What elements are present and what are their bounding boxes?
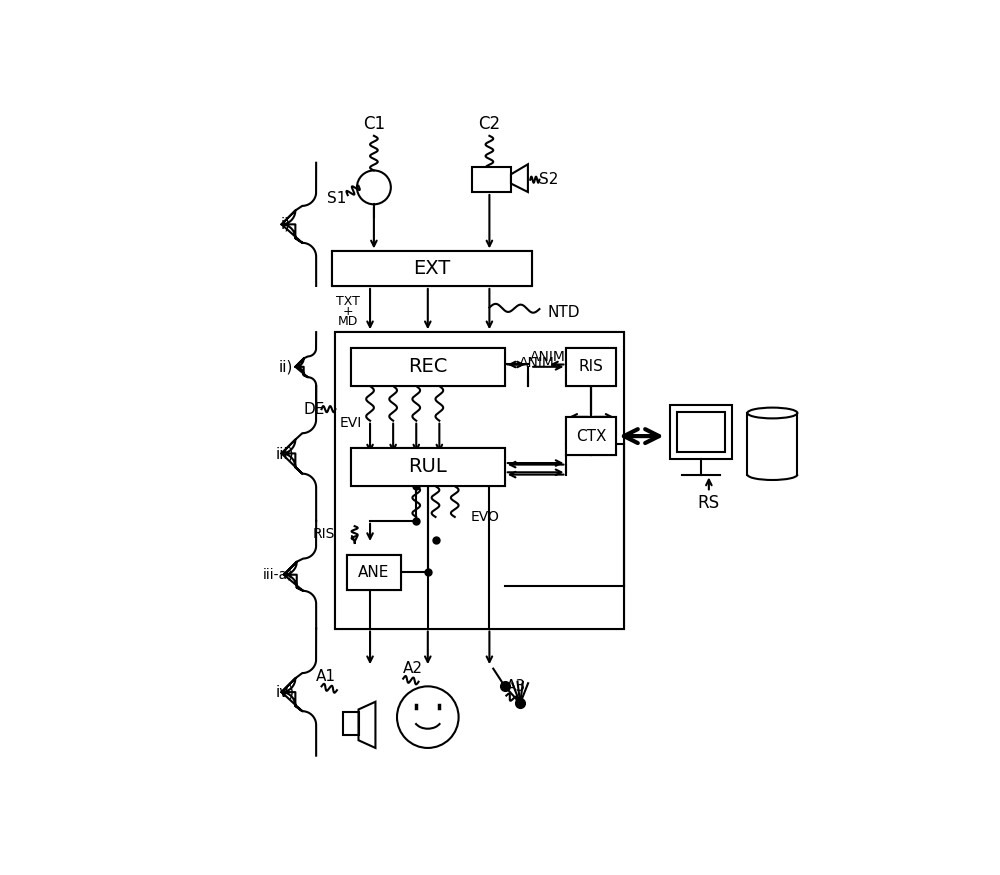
Bar bbox=[332, 251, 532, 286]
Text: EVI: EVI bbox=[339, 416, 362, 430]
Text: CTX: CTX bbox=[576, 429, 607, 444]
Text: C1: C1 bbox=[363, 116, 385, 133]
Text: ANIM: ANIM bbox=[530, 350, 566, 364]
Text: iv): iv) bbox=[276, 684, 295, 699]
Text: A3: A3 bbox=[506, 679, 526, 694]
Text: EVO: EVO bbox=[470, 510, 499, 524]
Bar bbox=[566, 347, 616, 386]
Ellipse shape bbox=[748, 409, 797, 417]
Text: S2: S2 bbox=[539, 172, 559, 187]
Bar bbox=[351, 448, 505, 487]
Bar bbox=[677, 412, 725, 452]
Bar bbox=[332, 251, 532, 286]
Text: RIS: RIS bbox=[579, 360, 604, 374]
Text: A2: A2 bbox=[403, 662, 423, 676]
Text: i): i) bbox=[280, 217, 290, 232]
Text: EXT: EXT bbox=[413, 259, 450, 278]
Bar bbox=[472, 167, 511, 192]
Text: RIS: RIS bbox=[313, 527, 335, 541]
Text: MD: MD bbox=[338, 315, 358, 328]
Text: iii-a): iii-a) bbox=[262, 568, 293, 582]
Bar bbox=[566, 347, 616, 386]
Text: NTD: NTD bbox=[547, 305, 580, 320]
Text: RUL: RUL bbox=[408, 458, 447, 476]
Text: DE: DE bbox=[303, 402, 325, 416]
Text: EXT: EXT bbox=[413, 259, 450, 278]
Bar bbox=[343, 711, 358, 735]
Text: ANE: ANE bbox=[358, 565, 390, 580]
Bar bbox=[351, 347, 505, 386]
Text: CTX: CTX bbox=[576, 429, 607, 444]
Bar bbox=[566, 416, 616, 455]
Text: ANIM: ANIM bbox=[519, 356, 555, 370]
Text: TXT: TXT bbox=[336, 295, 360, 308]
Text: REC: REC bbox=[408, 357, 447, 376]
Bar bbox=[351, 448, 505, 487]
Text: iii): iii) bbox=[276, 446, 295, 461]
Text: S1: S1 bbox=[327, 192, 347, 206]
Text: ii): ii) bbox=[278, 360, 293, 374]
Bar bbox=[335, 332, 624, 628]
Text: A1: A1 bbox=[316, 668, 336, 684]
Text: REC: REC bbox=[408, 357, 447, 376]
Text: ANE: ANE bbox=[358, 565, 390, 580]
Text: RIS: RIS bbox=[579, 360, 604, 374]
Bar bbox=[335, 332, 624, 628]
Bar bbox=[670, 405, 732, 459]
Text: RS: RS bbox=[698, 494, 720, 512]
Text: +: + bbox=[342, 304, 353, 318]
Text: RUL: RUL bbox=[408, 458, 447, 476]
Text: C2: C2 bbox=[478, 116, 500, 133]
Bar bbox=[351, 347, 505, 386]
Bar bbox=[347, 556, 401, 590]
Bar bbox=[347, 556, 401, 590]
Bar bbox=[566, 416, 616, 455]
